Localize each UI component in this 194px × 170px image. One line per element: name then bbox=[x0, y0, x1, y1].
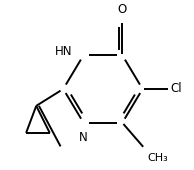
Text: O: O bbox=[118, 3, 127, 16]
Text: HN: HN bbox=[55, 45, 73, 58]
Text: Cl: Cl bbox=[170, 82, 182, 96]
Text: N: N bbox=[79, 131, 88, 144]
Text: CH₃: CH₃ bbox=[148, 153, 168, 163]
